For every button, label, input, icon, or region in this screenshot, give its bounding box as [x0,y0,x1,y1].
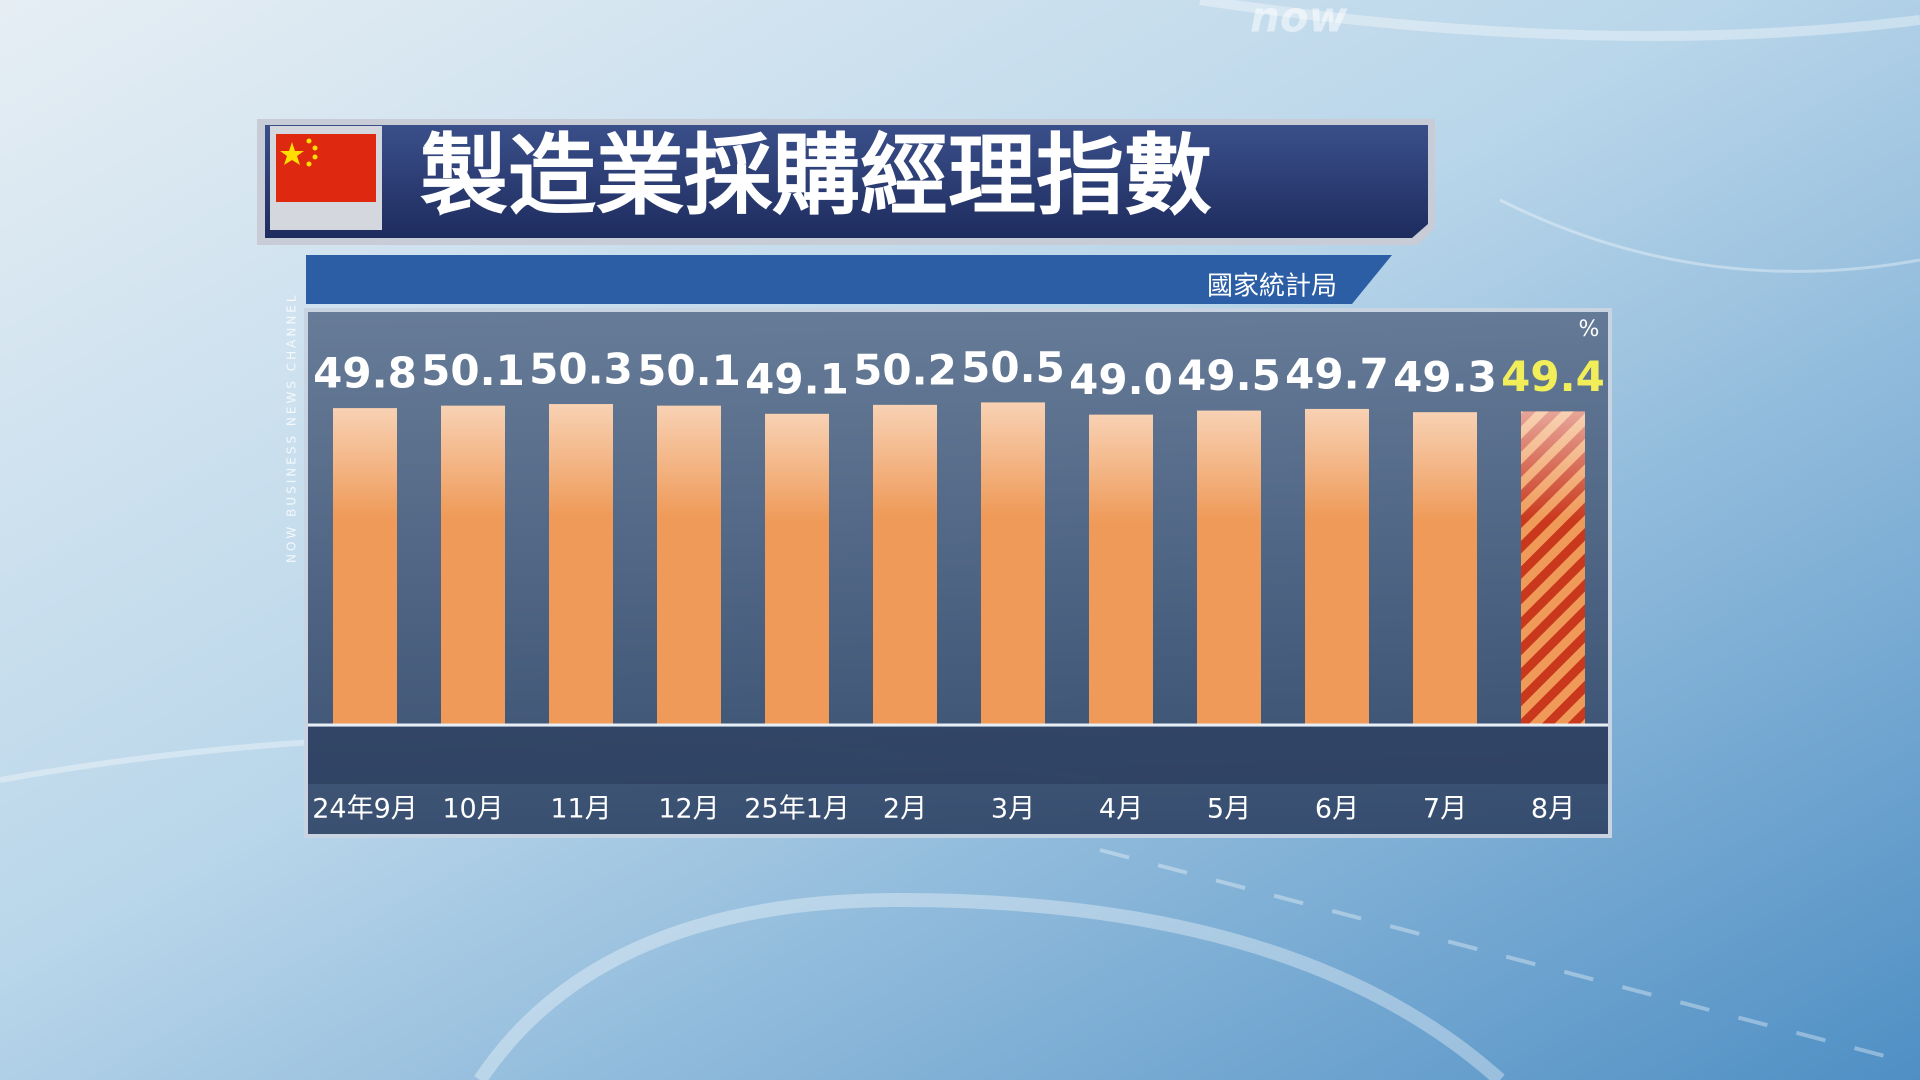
logo: now [1250,0,1348,42]
bar-shine [1197,410,1261,725]
bar-shine [1413,412,1477,725]
x-tick-label: 25年1月 [744,794,850,825]
value-label: 49.7 [1285,349,1389,398]
bar-shine [1521,411,1585,725]
x-tick-label: 10月 [442,794,503,825]
bar-shine [873,404,937,725]
x-tick-label: 4月 [1099,794,1143,825]
x-tick-label: 5月 [1207,794,1251,825]
bar-shine [441,405,505,725]
value-label: 50.1 [637,346,741,395]
bar-shine [1089,414,1153,725]
x-tick-label: 3月 [991,794,1035,825]
x-tick-label: 24年9月 [312,794,418,825]
value-label: 49.3 [1393,353,1497,402]
chart-title: 製造業採購經理指數 [420,124,1212,227]
bar-shine [333,408,397,725]
bar-shine [765,413,829,725]
watermark: NOW BUSINESS NEWS CHANNEL [285,292,299,563]
title-banner [265,125,1428,238]
flag-star [280,142,304,165]
flag [276,134,376,202]
value-label: 50.3 [529,345,633,394]
x-tick-label: 6月 [1315,794,1359,825]
plot: 49.8 24年9月 50.1 10月 50.3 11月 50.1 12月 49.1 25年1月 5… [308,343,1608,825]
x-tick-label: 2月 [883,794,927,825]
value-label: 49.8 [313,349,417,398]
value-label: 50.5 [961,343,1065,392]
flag-small-stars [306,138,318,167]
value-label: 49.4 [1501,352,1605,401]
value-label: 50.1 [421,346,525,395]
bar-shine [981,402,1045,725]
source-bar [306,255,1392,304]
value-label: 49.1 [745,354,849,403]
value-label: 49.0 [1069,355,1173,404]
source: 國家統計局 [1207,272,1337,302]
value-label: 49.5 [1177,351,1281,400]
x-tick-label: 12月 [658,794,719,825]
x-tick-label: 7月 [1423,794,1467,825]
x-tick-label: 11月 [550,794,611,825]
bar-shine [1305,408,1369,725]
bar-shine [549,404,613,725]
value-label: 50.2 [853,345,957,394]
bar-shine [657,405,721,725]
x-tick-label: 8月 [1531,794,1575,825]
unit-label: % [1579,317,1600,342]
label-band [308,727,1608,784]
